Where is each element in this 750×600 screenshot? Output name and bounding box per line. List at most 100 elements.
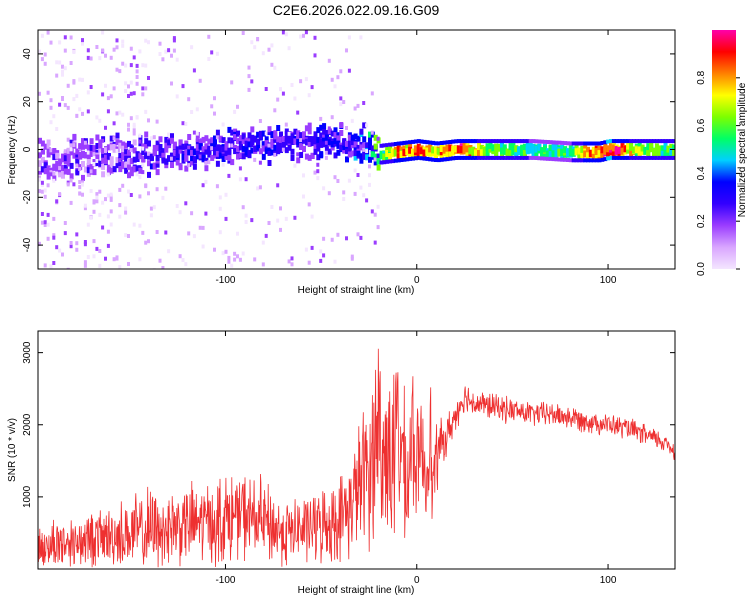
spectrogram-cell	[347, 134, 352, 141]
spectrogram-cell	[72, 152, 77, 159]
spectrogram-cell	[594, 158, 599, 163]
spectrogram-cell	[155, 145, 160, 152]
snr-x-ticks: -100 0 100	[215, 331, 617, 586]
spectrogram-cell	[451, 156, 456, 161]
spectrogram-cell	[40, 156, 45, 163]
spectrogram-cell	[296, 110, 300, 115]
spectrogram-cell	[411, 139, 415, 144]
spectrogram-cell	[468, 139, 473, 144]
spectrogram-cell	[451, 148, 456, 156]
spectrogram-cell	[468, 147, 473, 155]
spectrogram-cell	[330, 115, 334, 120]
spectrogram-cell	[632, 146, 636, 154]
spectrogram-cell	[646, 143, 651, 151]
spectrogram-cell	[124, 142, 129, 149]
spectrogram-cell	[86, 167, 91, 174]
spectrogram-cell	[172, 38, 176, 43]
spectrogram-cell	[233, 257, 237, 262]
spectrogram-cell	[459, 146, 464, 154]
spectrogram-cell	[55, 168, 60, 175]
spectrogram-cell	[393, 158, 398, 163]
spectrogram-cell	[333, 152, 338, 159]
spectrogram-cell	[629, 155, 634, 160]
spectrogram-cell	[543, 139, 547, 144]
spectrogram-cell	[49, 172, 53, 177]
spectrogram-cell	[141, 146, 145, 151]
spectrogram-cell	[307, 136, 312, 142]
spectrogram-cell	[253, 157, 257, 162]
spectrogram-cell	[95, 195, 99, 200]
spectrogram-cell	[63, 149, 67, 154]
spectrogram-cell	[494, 149, 499, 157]
spectrogram-cell	[353, 168, 357, 173]
spectrogram-cell	[336, 149, 341, 156]
spectrogram-cell	[132, 165, 137, 172]
spectrogram-cell	[571, 158, 576, 163]
spectrogram-cell	[61, 72, 64, 77]
spectrogram-cell	[356, 150, 361, 157]
spectrogram-cell	[227, 173, 231, 178]
spectrogram-cell	[333, 84, 337, 89]
spectrogram-cell	[144, 240, 148, 245]
spectrogram-cell	[201, 183, 205, 188]
spectrogram-cell	[350, 254, 354, 259]
spectrogram-cell	[448, 151, 453, 159]
spectrogram-cell	[416, 150, 421, 157]
spectrogram-cell	[276, 125, 281, 131]
spectrogram-cell	[554, 147, 559, 155]
spectrogram-cell	[52, 174, 57, 181]
spectrogram-cell	[215, 135, 219, 140]
spectrogram-cell	[138, 139, 142, 144]
spectrogram-cell	[204, 211, 208, 216]
spectrogram-cell	[161, 157, 166, 164]
spectrogram-cell	[302, 194, 305, 199]
spectrogram-cell	[448, 140, 453, 144]
spectrogram-cell	[132, 55, 136, 60]
spectrogram-cell	[124, 206, 128, 211]
spectrogram-cell	[207, 138, 212, 145]
spectrogram-cell	[124, 81, 128, 86]
spectrogram-cell	[187, 134, 192, 140]
spectrogram-cell	[304, 125, 309, 132]
spectrogram-cell	[459, 155, 464, 160]
spectrogram-cell	[304, 247, 308, 252]
spectrogram-cell	[531, 139, 536, 144]
spectrogram-cell	[345, 140, 349, 147]
spectrogram-cell	[465, 155, 470, 160]
spectrogram-cell	[141, 230, 145, 235]
spectrogram-cell	[279, 87, 282, 92]
spectrogram-cell	[368, 142, 372, 149]
spectrogram-cell	[95, 246, 99, 251]
spectrogram-cell	[218, 148, 223, 155]
spectrogram-cell	[531, 145, 536, 153]
spectrogram-cell	[293, 138, 298, 145]
spectrogram-cell	[58, 248, 62, 253]
spectrogram-cell	[132, 128, 136, 133]
spectrogram-cell	[215, 184, 219, 189]
spectrogram-cell	[500, 142, 504, 150]
spectrogram-cell	[92, 169, 97, 176]
spectrogram-cell	[250, 40, 254, 45]
spectrogram-cell	[187, 149, 192, 156]
spectrogram-cell	[319, 258, 323, 263]
spectrogram-cell	[654, 139, 659, 144]
spectrogram-cell	[336, 135, 341, 142]
spectrogram-cell	[213, 149, 217, 156]
spectrogram-cell	[511, 147, 516, 155]
spectrogram-cell	[296, 138, 301, 145]
spectrogram-cell	[632, 139, 636, 144]
snr-x-axis-label: Height of straight line (km)	[298, 585, 415, 596]
spectrogram-cell	[129, 158, 134, 165]
spectrogram-cell	[38, 91, 41, 96]
spectrogram-cell	[611, 155, 616, 160]
spectrogram-cell	[250, 147, 255, 154]
spectrogram-cell	[43, 223, 47, 227]
spectrogram-cell	[253, 145, 258, 152]
spectrogram-cell	[508, 143, 513, 151]
spectrogram-cell	[170, 81, 173, 86]
spectrogram-cell	[190, 146, 195, 153]
spectrogram-cell	[135, 115, 139, 120]
spectrogram-cell	[577, 147, 582, 155]
spectrogram-cell	[514, 139, 519, 144]
spectrogram-cell	[462, 155, 467, 160]
